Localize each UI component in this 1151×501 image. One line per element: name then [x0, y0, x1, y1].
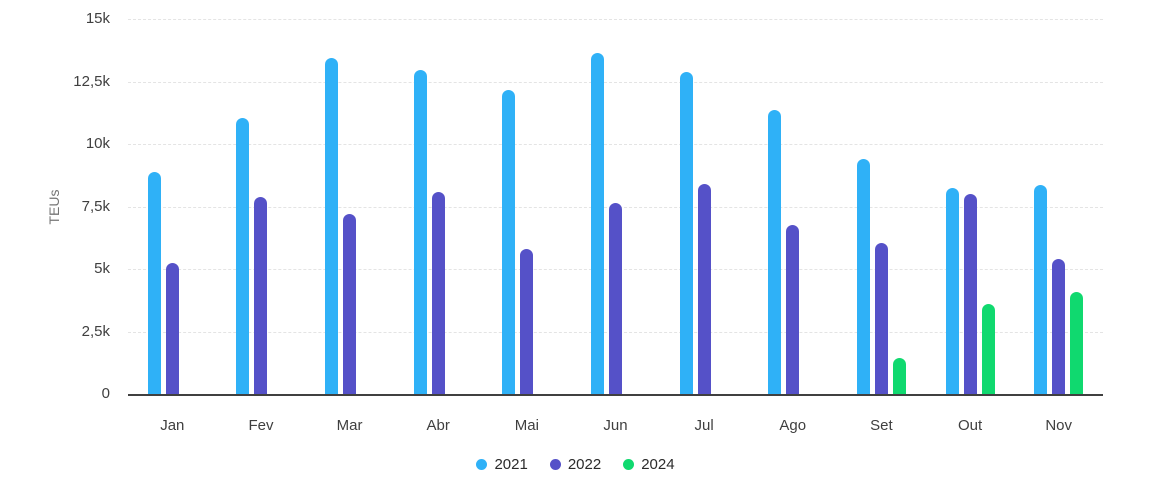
x-tick-label-Mai: Mai	[514, 417, 539, 434]
bar-2021-Abr[interactable]	[413, 70, 427, 394]
bar-2021-Set[interactable]	[856, 159, 870, 394]
x-tick-label-Abr: Abr	[426, 417, 450, 434]
bar-2022-Set[interactable]	[874, 242, 888, 394]
legend-dot-icon	[476, 459, 488, 470]
x-tick-label-Nov: Nov	[1045, 417, 1073, 434]
y-tick-label-0: 0	[101, 385, 110, 402]
bar-2021-Jul[interactable]	[679, 71, 693, 394]
x-tick-label-Mar: Mar	[336, 417, 363, 434]
x-tick-label-Fev: Fev	[248, 417, 274, 434]
legend-label: 2021	[494, 456, 528, 473]
gridline	[128, 144, 1103, 145]
bar-2022-Fev[interactable]	[254, 196, 268, 394]
bar-2022-Jul[interactable]	[697, 184, 711, 394]
bar-2021-Mar[interactable]	[325, 57, 339, 394]
x-tick-label-Set: Set	[870, 417, 893, 434]
x-tick-label-Ago: Ago	[779, 417, 807, 434]
bar-2021-Out[interactable]	[945, 187, 959, 394]
bar-2024-Out[interactable]	[981, 304, 995, 394]
y-tick-label-10k: 10k	[85, 135, 110, 152]
bar-2021-Nov[interactable]	[1034, 185, 1048, 394]
bar-2022-Jun[interactable]	[609, 202, 622, 394]
gridline	[128, 81, 1103, 83]
y-tick-label-7_5k: 7,5k	[81, 197, 110, 215]
x-tick-label-Jun: Jun	[603, 417, 628, 434]
bar-2022-Abr[interactable]	[431, 191, 445, 394]
legend-label: 2022	[567, 456, 602, 473]
legend-dot-icon	[623, 459, 635, 470]
bar-2022-Out[interactable]	[963, 194, 977, 394]
y-tick-label-2_5k: 2,5k	[81, 322, 110, 340]
x-tick-label-Jan: Jan	[160, 417, 185, 434]
legend-item-2024[interactable]: 2024	[623, 456, 675, 473]
bar-2024-Set[interactable]	[892, 357, 906, 394]
bar-2021-Jun[interactable]	[591, 52, 604, 394]
legend-item-2021[interactable]: 2021	[476, 456, 528, 473]
legend-dot-icon	[549, 459, 561, 470]
bar-2021-Mai[interactable]	[502, 90, 516, 394]
y-tick-label-15k: 15k	[85, 10, 110, 27]
bar-2022-Nov[interactable]	[1052, 259, 1066, 394]
bar-2024-Nov[interactable]	[1070, 291, 1084, 394]
legend-label: 2024	[641, 456, 675, 473]
x-tick-label-Out: Out	[957, 417, 983, 434]
y-tick-label-12_5k: 12,5k	[73, 72, 110, 90]
x-axis-line	[128, 394, 1103, 396]
bar-2022-Mar[interactable]	[343, 214, 357, 394]
x-tick-label-Jul: Jul	[694, 417, 714, 434]
legend-item-2022[interactable]: 2022	[549, 456, 602, 473]
bar-2022-Jan[interactable]	[165, 262, 179, 394]
bar-2021-Fev[interactable]	[236, 117, 250, 394]
bar-2022-Mai[interactable]	[520, 249, 534, 394]
gridline	[128, 19, 1103, 20]
bar-2022-Ago[interactable]	[786, 225, 800, 394]
legend: 2021 2022 2024	[0, 456, 1151, 473]
bar-2021-Ago[interactable]	[768, 110, 782, 394]
bar-2021-Jan[interactable]	[147, 171, 161, 394]
y-tick-label-5k: 5k	[94, 260, 110, 277]
